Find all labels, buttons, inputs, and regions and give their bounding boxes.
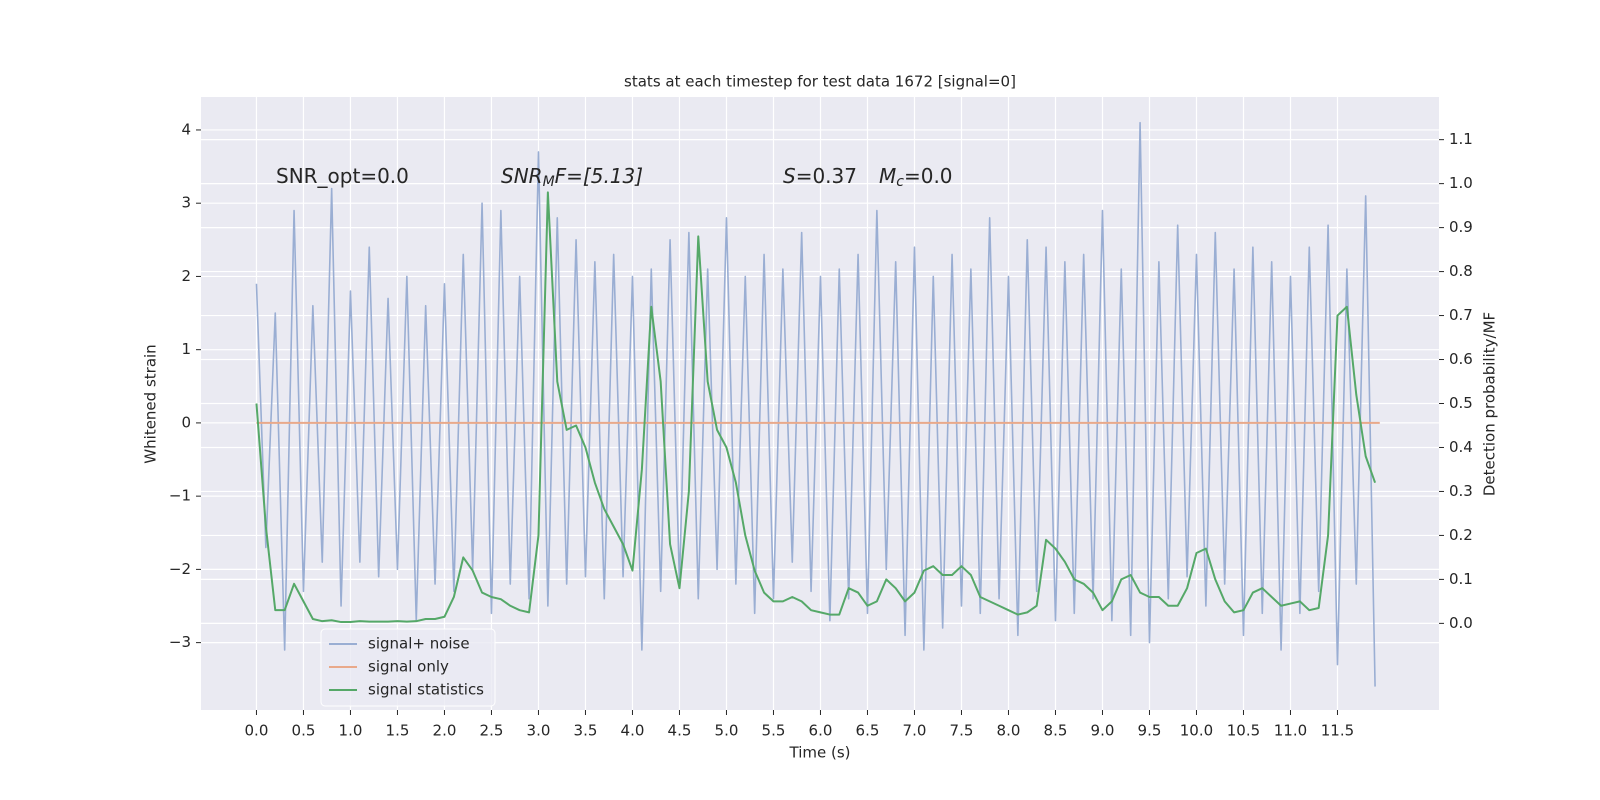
y-tick-label: −3 [169,633,191,651]
x-tick-label: 0.0 [245,722,269,740]
x-tick-label: 9.5 [1138,722,1162,740]
annotation-text: F=[5.13] [555,164,643,188]
y2-tick-label: 0.9 [1449,218,1473,236]
annotation-text: SNR [501,164,543,188]
x-tick-label: 3.0 [527,722,551,740]
x-tick-label: 11.5 [1321,722,1354,740]
y-tick-label: 2 [181,267,191,285]
annotation-sub: c [896,174,904,190]
x-tick-label: 2.5 [480,722,504,740]
legend-box [320,628,496,707]
y-tick-label: 3 [181,194,191,212]
legend: signal+ noise signal only signal statistic… [320,628,496,707]
annotation-text: =0.0 [904,164,953,188]
x-tick-label: 5.0 [715,722,739,740]
y-tick-label: 4 [181,120,191,138]
y2-tick-label: 0.6 [1449,350,1473,368]
y2-tick-label: 0.2 [1449,526,1473,544]
x-tick-label: 11.0 [1274,722,1307,740]
y-tick-label: −1 [169,487,191,505]
y2-tick-label: 0.3 [1449,482,1473,500]
x-tick-label: 6.5 [856,722,880,740]
x-tick-label: 6.0 [809,722,833,740]
y2-tick-label: 0.5 [1449,394,1473,412]
y-tick-label: −2 [169,560,191,578]
x-tick-label: 2.0 [433,722,457,740]
y2-tick-label: 1.1 [1449,130,1473,148]
legend-label: signal statistics [368,681,484,699]
x-tick-label: 7.0 [903,722,927,740]
annotation: S=0.37 Mc=0.0 [783,164,953,191]
x-tick-label: 10.5 [1227,722,1260,740]
annotation-text: M [879,164,896,188]
y-tick-label: 0 [181,413,191,431]
y-tick-label: 1 [181,340,191,358]
annotation-text: =0.37 [796,164,857,188]
y2-tick-label: 1.0 [1449,174,1473,192]
annotation: SNRMF=[5.13] [501,164,643,191]
y2-tick-label: 0.0 [1449,614,1473,632]
series-line [255,121,1376,687]
x-tick-label: 1.0 [339,722,363,740]
y2-tick-label: 0.1 [1449,570,1473,588]
legend-label: signal+ noise [368,635,470,653]
x-axis-label: Time (s) [789,744,851,762]
x-tick-label: 1.5 [386,722,410,740]
x-tick-label: 3.5 [574,722,598,740]
x-tick-label: 9.0 [1091,722,1115,740]
legend-label: signal only [368,658,449,676]
y2-axis-label: Detection probability/MF [1481,312,1499,496]
chart-title: stats at each timestep for test data 167… [624,73,1016,91]
y-axis-label: Whitened strain [142,344,160,463]
x-tick-label: 4.0 [621,722,645,740]
x-tick-label: 5.5 [762,722,786,740]
y2-tick-label: 0.8 [1449,262,1473,280]
series-line [255,191,1377,624]
annotation-text: SNR_opt=0.0 [276,164,409,188]
x-tick-label: 7.5 [950,722,974,740]
annotation-text: S [783,164,796,188]
y2-tick-label: 0.7 [1449,306,1473,324]
annotation-sub: M [543,174,555,190]
x-tick-label: 8.0 [997,722,1021,740]
x-tick-label: 4.5 [668,722,692,740]
y2-tick-label: 0.4 [1449,438,1473,456]
annotation: SNR_opt=0.0 [276,164,409,188]
x-tick-label: 10.0 [1180,722,1213,740]
x-tick-label: 8.5 [1044,722,1068,740]
lines [255,121,1380,687]
x-tick-label: 0.5 [292,722,316,740]
